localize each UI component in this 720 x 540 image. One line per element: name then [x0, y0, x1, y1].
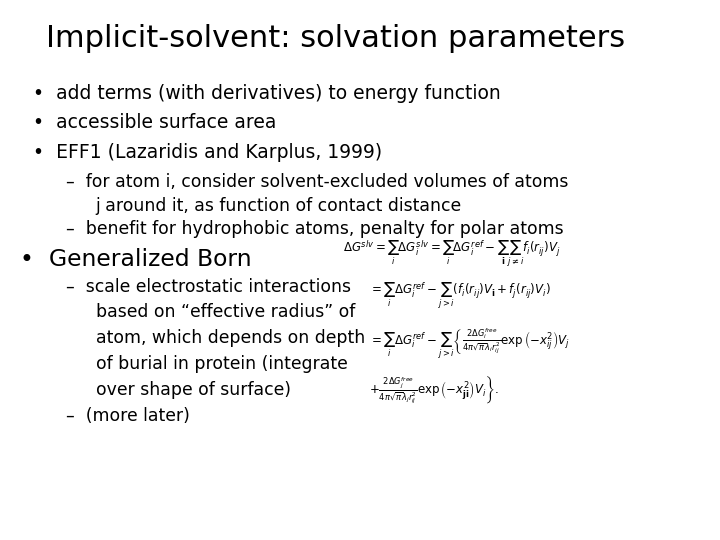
- Text: $\Delta G^{slv} = \sum_i \Delta G_i^{slv} = \sum_i \Delta G_i^{ref}- \sum_{\math: $\Delta G^{slv} = \sum_i \Delta G_i^{slv…: [343, 239, 561, 269]
- Text: Implicit-solvent: solvation parameters: Implicit-solvent: solvation parameters: [46, 24, 625, 53]
- Text: •  accessible surface area: • accessible surface area: [33, 113, 276, 132]
- Text: over shape of surface): over shape of surface): [96, 381, 291, 399]
- Text: $+\left.\frac{2\Delta G_j^{free}}{4\pi\sqrt{\pi}\lambda_j r_{ij}^2}\exp\left(-x_: $+\left.\frac{2\Delta G_j^{free}}{4\pi\s…: [369, 375, 500, 407]
- Text: •  EFF1 (Lazaridis and Karplus, 1999): • EFF1 (Lazaridis and Karplus, 1999): [33, 143, 382, 162]
- Text: of burial in protein (integrate: of burial in protein (integrate: [96, 355, 348, 373]
- Text: $= \sum_i \Delta G_i^{ref} - \sum_{j>i}\left\{\frac{2\Delta G_i^{free}}{4\pi\sqr: $= \sum_i \Delta G_i^{ref} - \sum_{j>i}\…: [369, 327, 570, 361]
- Text: –  benefit for hydrophobic atoms, penalty for polar atoms: – benefit for hydrophobic atoms, penalty…: [66, 220, 564, 238]
- Text: $= \sum_i \Delta G_i^{ref} - \sum_{j>i}(f_i(r_{ij})V_\mathbf{i} + f_j(r_{ij})V_i: $= \sum_i \Delta G_i^{ref} - \sum_{j>i}(…: [369, 281, 552, 311]
- Text: –  (more later): – (more later): [66, 407, 190, 425]
- Text: •  add terms (with derivatives) to energy function: • add terms (with derivatives) to energy…: [33, 84, 500, 103]
- Text: j around it, as function of contact distance: j around it, as function of contact dist…: [96, 197, 462, 215]
- Text: •  Generalized Born: • Generalized Born: [19, 248, 251, 272]
- Text: atom, which depends on depth: atom, which depends on depth: [96, 329, 365, 347]
- Text: –  scale electrostatic interactions: – scale electrostatic interactions: [66, 278, 351, 295]
- Text: –  for atom i, consider solvent-excluded volumes of atoms: – for atom i, consider solvent-excluded …: [66, 173, 568, 191]
- Text: based on “effective radius” of: based on “effective radius” of: [96, 303, 355, 321]
